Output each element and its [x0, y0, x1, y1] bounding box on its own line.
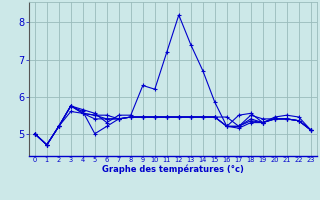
X-axis label: Graphe des températures (°c): Graphe des températures (°c) [102, 165, 244, 174]
